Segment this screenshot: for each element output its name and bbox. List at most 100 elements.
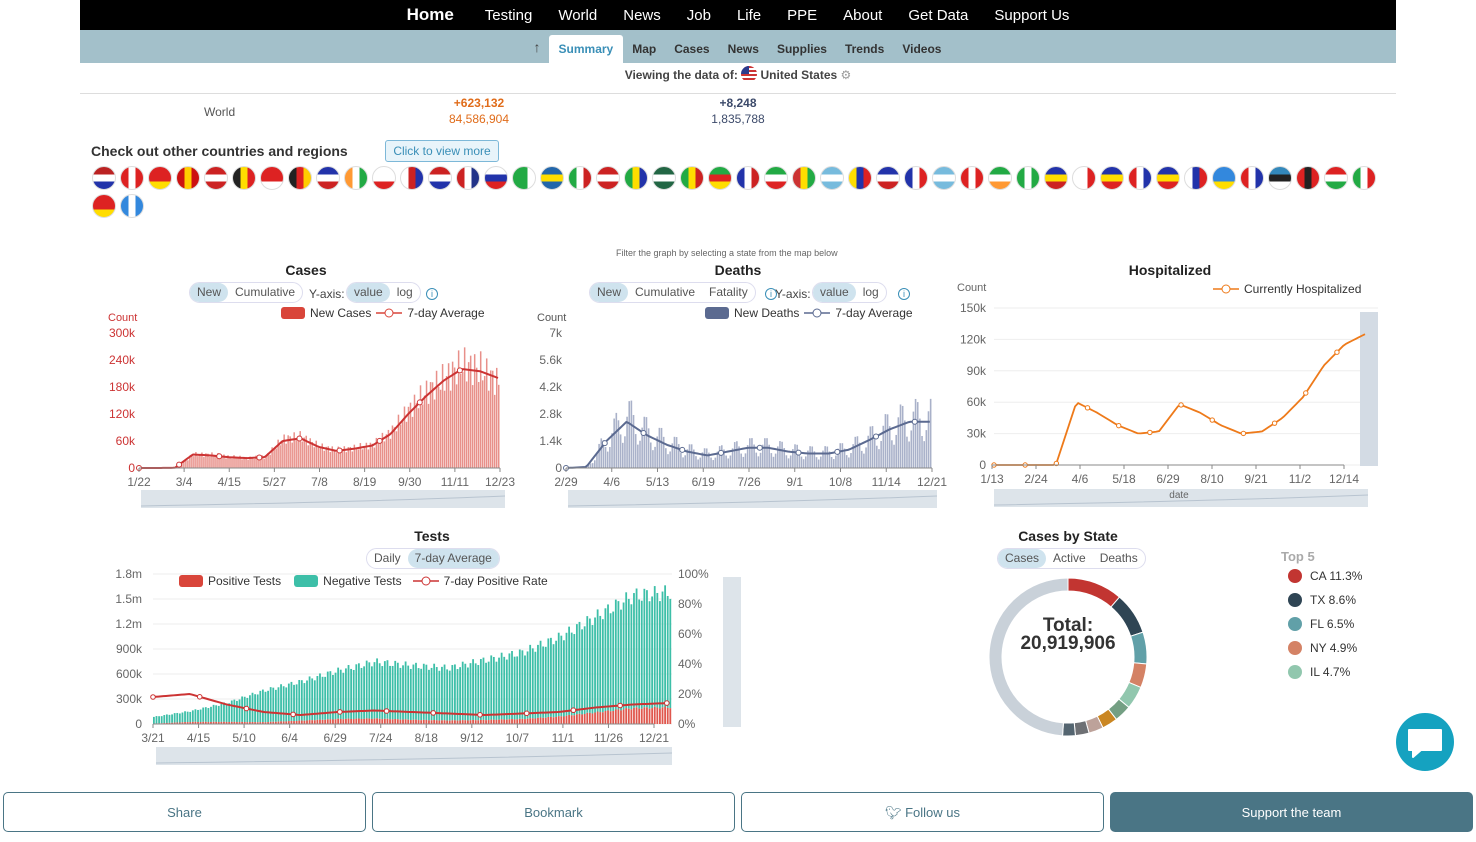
nav-item[interactable]: News	[623, 6, 661, 24]
legend-label[interactable]: 7-day Average	[407, 306, 485, 320]
country-flag-icon[interactable]	[92, 166, 116, 190]
country-flag-icon[interactable]	[120, 194, 144, 218]
country-flag-icon[interactable]	[288, 166, 312, 190]
top5-item[interactable]: TX 8.6%	[1288, 593, 1356, 607]
nav-item[interactable]: Job	[686, 6, 711, 24]
tab-trends[interactable]: Trends	[844, 42, 885, 56]
country-flag-icon[interactable]	[316, 166, 340, 190]
arrow-up-icon[interactable]: ↑	[533, 39, 541, 55]
top5-item[interactable]: FL 6.5%	[1288, 617, 1354, 631]
deaths-new-option[interactable]: New	[590, 283, 629, 302]
nav-item[interactable]: PPE	[787, 6, 818, 24]
country-flag-icon[interactable]	[792, 166, 816, 190]
deaths-value-option[interactable]: value	[813, 283, 856, 302]
info-icon[interactable]: i	[898, 288, 910, 300]
country-flag-icon[interactable]	[1240, 166, 1264, 190]
cases-new-option[interactable]: New	[190, 283, 229, 302]
nav-item[interactable]: World	[558, 6, 598, 24]
nav-item[interactable]: Support Us	[994, 6, 1070, 24]
tests-daily-option[interactable]: Daily	[374, 551, 401, 565]
tests-average-option[interactable]: 7-day Average	[407, 549, 499, 568]
hosp-chart[interactable]: 0 30k 60k 90k 120k 150k 1/13 2/24 4/6 5/18 6/29 8/1…	[0, 0, 1378, 507]
tab-summary[interactable]: Summary	[548, 35, 624, 63]
view-more-button[interactable]: Click to view more	[385, 140, 499, 162]
country-flag-icon[interactable]	[120, 166, 144, 190]
share-button[interactable]: Share	[3, 792, 366, 832]
country-flag-icon[interactable]	[820, 166, 844, 190]
nav-item[interactable]: Get Data	[908, 6, 969, 24]
country-flag-icon[interactable]	[1156, 166, 1180, 190]
cases-log-option[interactable]: log	[396, 285, 413, 299]
country-flag-icon[interactable]	[1212, 166, 1236, 190]
tab-videos[interactable]: Videos	[902, 42, 942, 56]
country-flag-icon[interactable]	[428, 166, 452, 190]
country-flag-icon[interactable]	[708, 166, 732, 190]
legend-label[interactable]: New Cases	[310, 306, 372, 320]
tab-news[interactable]: News	[727, 42, 759, 56]
country-flag-icon[interactable]	[456, 166, 480, 190]
legend-label[interactable]: 7-day Average	[835, 306, 913, 320]
cases-cumulative-option[interactable]: Cumulative	[235, 285, 296, 299]
states-active-option[interactable]: Active	[1053, 551, 1086, 565]
legend-label[interactable]: 7-day Positive Rate	[443, 574, 548, 588]
follow-us-button[interactable]: 🐦︎ Follow us	[741, 792, 1104, 832]
country-flag-icon[interactable]	[1072, 166, 1096, 190]
country-flag-icon[interactable]	[1268, 166, 1292, 190]
top5-item[interactable]: IL 4.7%	[1288, 665, 1350, 679]
country-flag-icon[interactable]	[232, 166, 256, 190]
top5-item[interactable]: NY 4.9%	[1288, 641, 1357, 655]
country-flag-icon[interactable]	[1352, 166, 1376, 190]
deaths-log-option[interactable]: log	[862, 285, 879, 299]
country-flag-icon[interactable]	[848, 166, 872, 190]
country-flag-icon[interactable]	[764, 166, 788, 190]
tab-map[interactable]: Map	[632, 42, 657, 56]
deaths-fatality-option[interactable]: Fatality	[709, 285, 748, 299]
country-flag-icon[interactable]	[1324, 166, 1348, 190]
country-flag-icon[interactable]	[512, 166, 536, 190]
country-flag-icon[interactable]	[624, 166, 648, 190]
chat-button[interactable]	[1396, 713, 1454, 771]
country-flag-icon[interactable]	[344, 166, 368, 190]
country-flag-icon[interactable]	[92, 194, 116, 218]
country-flag-icon[interactable]	[652, 166, 676, 190]
country-flag-icon[interactable]	[876, 166, 900, 190]
info-icon[interactable]: i	[765, 288, 777, 300]
tab-cases[interactable]: Cases	[674, 42, 710, 56]
country-flag-icon[interactable]	[960, 166, 984, 190]
legend-label[interactable]: Currently Hospitalized	[1244, 282, 1362, 296]
cases-value-option[interactable]: value	[347, 283, 390, 302]
country-flag-icon[interactable]	[1184, 166, 1208, 190]
country-flag-icon[interactable]	[1044, 166, 1068, 190]
country-flag-icon[interactable]	[904, 166, 928, 190]
tab-supplies[interactable]: Supplies	[776, 42, 827, 56]
country-flag-icon[interactable]	[988, 166, 1012, 190]
states-cases-option[interactable]: Cases	[998, 549, 1047, 568]
bookmark-button[interactable]: Bookmark	[372, 792, 735, 832]
country-flag-icon[interactable]	[736, 166, 760, 190]
legend-label[interactable]: Negative Tests	[323, 574, 402, 588]
country-flag-icon[interactable]	[1100, 166, 1124, 190]
nav-home[interactable]: Home	[406, 5, 454, 24]
support-team-button[interactable]: Support the team	[1110, 792, 1473, 832]
nav-item[interactable]: Life	[736, 6, 762, 24]
country-flag-icon[interactable]	[400, 166, 424, 190]
country-flag-icon[interactable]	[1296, 166, 1320, 190]
country-flag-icon[interactable]	[260, 166, 284, 190]
states-deaths-option[interactable]: Deaths	[1099, 551, 1138, 565]
country-flag-icon[interactable]	[1128, 166, 1152, 190]
country-flag-icon[interactable]	[932, 166, 956, 190]
states-donut-chart[interactable]	[0, 0, 1148, 737]
deaths-cumulative-option[interactable]: Cumulative	[635, 285, 696, 299]
nav-item[interactable]: About	[843, 6, 883, 24]
country-flag-icon[interactable]	[204, 166, 228, 190]
gear-icon[interactable]: ⚙	[840, 68, 852, 82]
nav-item[interactable]: Testing	[484, 6, 533, 24]
legend-label[interactable]: Positive Tests	[208, 574, 282, 588]
country-flag-icon[interactable]	[540, 166, 564, 190]
viewing-country-name[interactable]: United States	[760, 68, 838, 82]
country-flag-icon[interactable]	[596, 166, 620, 190]
cases-chart[interactable]: 0 60k 120k 180k 240k 300k 1/22 3/4 4/15 5/27 7/8 8/…	[0, 0, 515, 508]
country-flag-icon[interactable]	[484, 166, 508, 190]
tests-chart[interactable]: 0 300k 600k 900k 1.2m 1.5m 1.8m 0% 20% 40% 60% 80% 1…	[0, 0, 741, 765]
info-icon[interactable]: i	[426, 288, 438, 300]
